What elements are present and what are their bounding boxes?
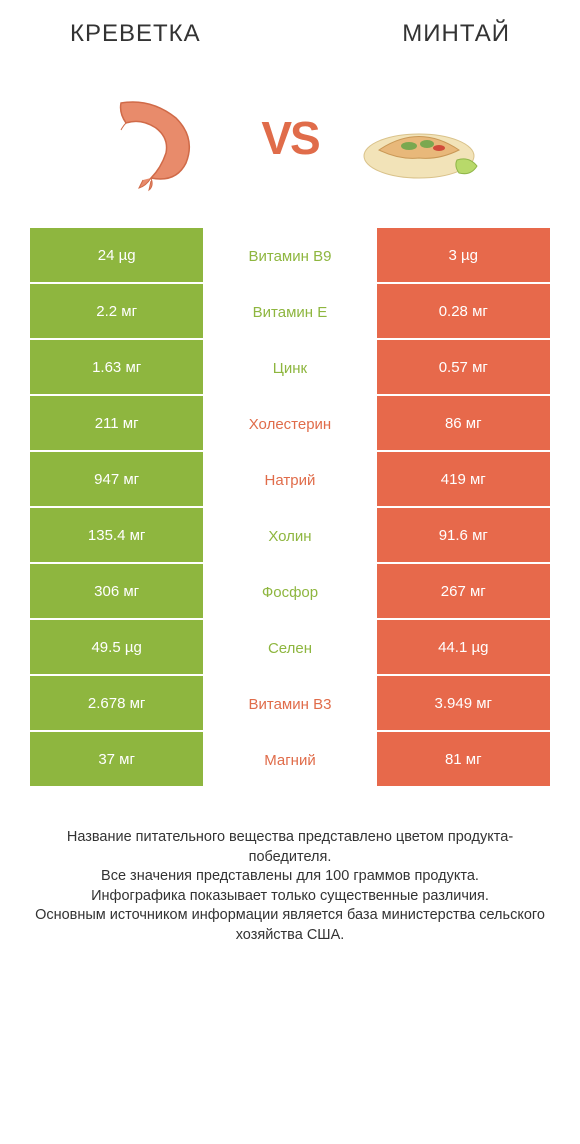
vs-row: VS [30, 78, 550, 198]
nutrient-label: Витамин B9 [203, 228, 376, 284]
right-value: 91.6 мг [377, 508, 550, 564]
table-row: 2.678 мгВитамин B33.949 мг [30, 676, 550, 732]
table-row: 306 мгФосфор267 мг [30, 564, 550, 620]
nutrient-label: Натрий [203, 452, 376, 508]
left-value: 306 мг [30, 564, 203, 620]
nutrient-label: Цинк [203, 340, 376, 396]
left-value: 1.63 мг [30, 340, 203, 396]
left-value: 135.4 мг [30, 508, 203, 564]
table-row: 49.5 µgСелен44.1 µg [30, 620, 550, 676]
right-value: 86 мг [377, 396, 550, 452]
table-row: 2.2 мгВитамин E0.28 мг [30, 284, 550, 340]
header: КРЕВЕТКА МИНТАЙ [30, 20, 550, 58]
right-value: 3 µg [377, 228, 550, 284]
left-value: 2.2 мг [30, 284, 203, 340]
right-value: 0.57 мг [377, 340, 550, 396]
nutrition-table: 24 µgВитамин B93 µg2.2 мгВитамин E0.28 м… [30, 228, 550, 788]
vs-label: VS [261, 111, 318, 165]
fish-taco-image [349, 78, 489, 198]
footer-notes: Название питательного вещества представл… [30, 828, 550, 945]
shrimp-image [91, 78, 231, 198]
left-value: 49.5 µg [30, 620, 203, 676]
left-value: 947 мг [30, 452, 203, 508]
footer-line-3: Инфографика показывает только существенн… [35, 887, 545, 907]
table-row: 135.4 мгХолин91.6 мг [30, 508, 550, 564]
table-row: 1.63 мгЦинк0.57 мг [30, 340, 550, 396]
left-product-title: КРЕВЕТКА [70, 20, 201, 48]
right-value: 267 мг [377, 564, 550, 620]
nutrient-label: Холин [203, 508, 376, 564]
left-value: 211 мг [30, 396, 203, 452]
right-value: 419 мг [377, 452, 550, 508]
nutrient-label: Витамин B3 [203, 676, 376, 732]
nutrient-label: Холестерин [203, 396, 376, 452]
left-value: 37 мг [30, 732, 203, 788]
left-value: 24 µg [30, 228, 203, 284]
table-row: 24 µgВитамин B93 µg [30, 228, 550, 284]
right-value: 0.28 мг [377, 284, 550, 340]
table-row: 37 мгМагний81 мг [30, 732, 550, 788]
left-value: 2.678 мг [30, 676, 203, 732]
footer-line-2: Все значения представлены для 100 граммо… [35, 867, 545, 887]
nutrient-label: Витамин E [203, 284, 376, 340]
footer-line-1: Название питательного вещества представл… [35, 828, 545, 867]
nutrient-label: Фосфор [203, 564, 376, 620]
table-row: 947 мгНатрий419 мг [30, 452, 550, 508]
right-value: 3.949 мг [377, 676, 550, 732]
right-value: 44.1 µg [377, 620, 550, 676]
right-product-title: МИНТАЙ [402, 20, 510, 48]
nutrient-label: Магний [203, 732, 376, 788]
right-value: 81 мг [377, 732, 550, 788]
footer-line-4: Основным источником информации является … [35, 906, 545, 945]
nutrient-label: Селен [203, 620, 376, 676]
table-row: 211 мгХолестерин86 мг [30, 396, 550, 452]
